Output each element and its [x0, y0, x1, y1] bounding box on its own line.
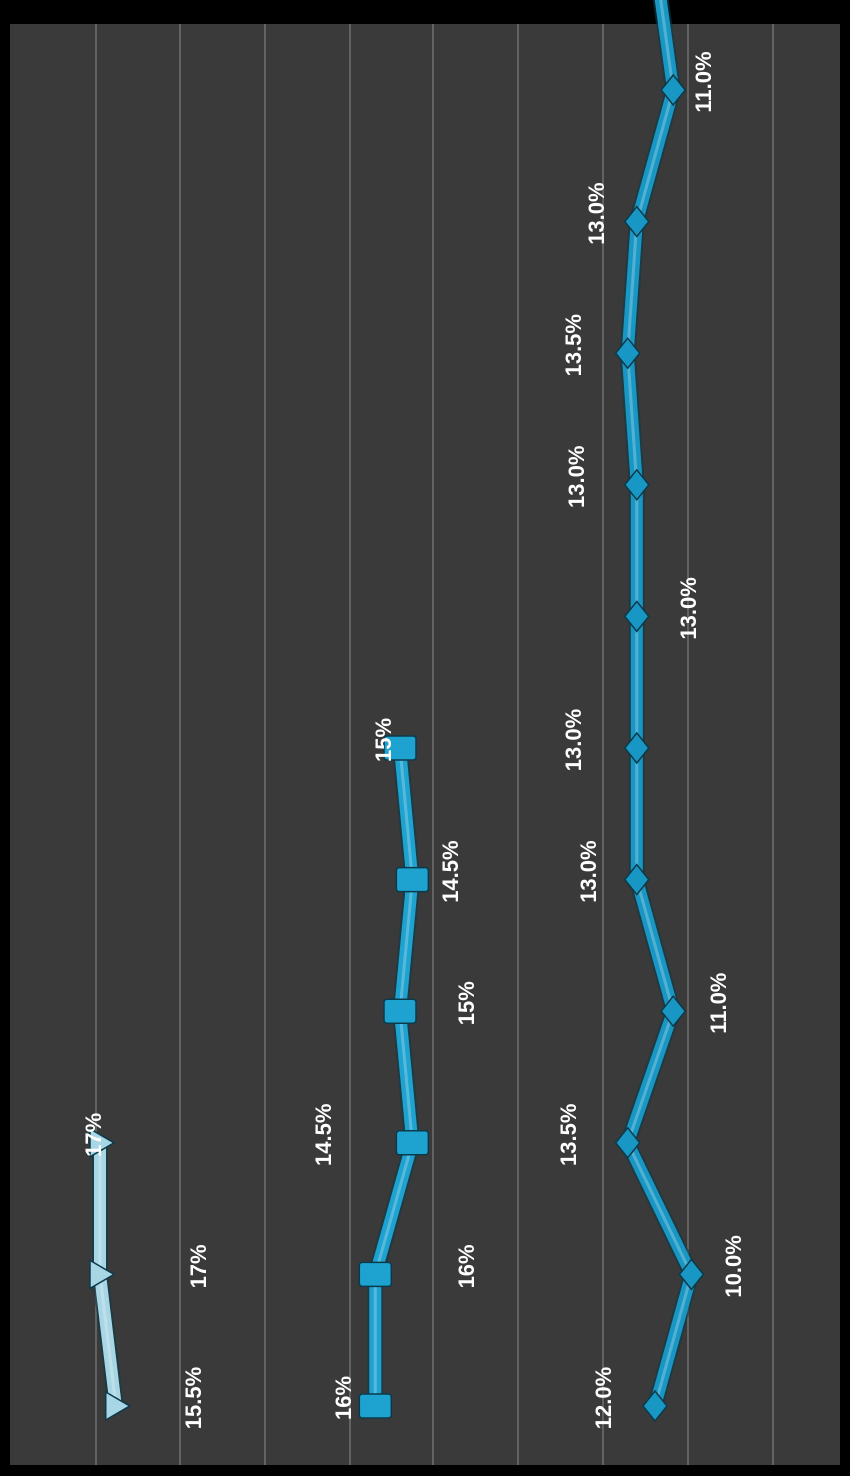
data-label: 13.0% — [561, 709, 586, 771]
diamond-marker — [642, 1389, 668, 1423]
data-label: 16% — [454, 1244, 479, 1288]
data-label: 13.5% — [561, 314, 586, 376]
data-label: 15.5% — [181, 1367, 206, 1429]
data-label: 17% — [81, 1113, 106, 1157]
data-label: 15% — [454, 981, 479, 1025]
data-label: 13.0% — [584, 182, 609, 244]
series-line-highlight — [626, 0, 693, 1407]
data-label: 10.0% — [721, 1235, 746, 1297]
triangle-marker — [89, 1127, 116, 1159]
square-marker — [383, 998, 417, 1024]
diamond-marker — [623, 731, 650, 765]
data-label: 12.0% — [591, 1367, 616, 1429]
square-marker — [395, 1130, 430, 1156]
data-label: 17% — [186, 1244, 211, 1288]
diamond-marker — [678, 1258, 705, 1291]
square-marker — [383, 735, 417, 761]
series-diamond: 12.0% 10.0% 13.5% 11.0% 13.0% 13.0% 13.0% 13.0%… — [556, 0, 746, 1429]
series-line — [369, 742, 419, 1412]
series-square: 16% 16% 14.5% 15% 14.5% 15% — [311, 718, 479, 1420]
diamond-marker — [623, 863, 650, 896]
data-label: 13.5% — [556, 1104, 581, 1166]
diamond-marker — [623, 205, 650, 238]
data-label: 11.0% — [691, 51, 716, 112]
data-label: 13.0% — [564, 446, 589, 508]
data-label: 13.0% — [676, 577, 701, 639]
diamond-marker — [614, 1126, 641, 1160]
square-marker — [358, 1261, 393, 1288]
data-label: 14.5% — [311, 1104, 336, 1166]
diamond-marker — [660, 73, 687, 107]
series-line-highlight — [373, 747, 414, 1406]
triangle-marker — [89, 1259, 116, 1290]
diamond-marker — [623, 468, 650, 502]
plot-area — [10, 24, 840, 1465]
diamond-marker — [660, 994, 687, 1028]
square-marker — [395, 866, 430, 893]
data-label: 14.5% — [438, 840, 463, 902]
series-triangle: 15.5% 17% 17% — [81, 1113, 211, 1429]
data-label: 16% — [331, 1376, 356, 1420]
diamond-marker — [614, 336, 641, 370]
triangle-marker — [105, 1390, 132, 1422]
data-label: 11.0% — [706, 973, 731, 1034]
square-marker — [358, 1393, 393, 1419]
series-line — [621, 0, 698, 1412]
data-label: 13.0% — [576, 840, 601, 902]
data-label: 15% — [371, 718, 396, 762]
diamond-marker — [623, 600, 650, 633]
